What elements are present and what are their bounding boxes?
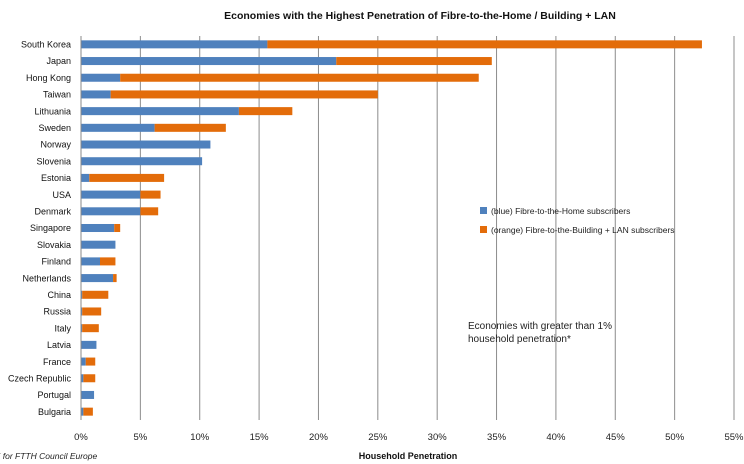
legend: (blue) Fibre-to-the-Home subscribers (or… <box>480 206 675 235</box>
category-label-slovenia: Slovenia <box>36 156 71 166</box>
legend-label-ftth: (blue) Fibre-to-the-Home subscribers <box>491 206 630 216</box>
bar-ftth-france <box>81 357 86 366</box>
bar-ftth-estonia <box>81 173 90 182</box>
bar-fttb-south-korea <box>267 40 702 49</box>
bar-ftth-usa <box>81 190 141 199</box>
x-tick-label: 45% <box>606 432 626 443</box>
bar-ftth-japan <box>81 57 337 66</box>
legend-swatch-fthh <box>480 207 487 214</box>
bar-ftth-taiwan <box>81 90 111 99</box>
category-label-italy: Italy <box>54 323 71 333</box>
bar-ftth-czech-republic <box>81 374 84 383</box>
bar-fttb-finland <box>99 257 116 266</box>
bar-ftth-lithuania <box>81 107 239 116</box>
bar-fttb-denmark <box>140 207 159 216</box>
x-tick-label: 20% <box>309 432 329 443</box>
bar-fttb-taiwan <box>110 90 378 99</box>
category-label-lithuania: Lithuania <box>34 106 71 116</box>
bar-ftth-bulgaria <box>81 407 84 416</box>
category-label-estonia: Estonia <box>41 173 71 183</box>
bar-ftth-russia <box>81 307 83 316</box>
category-label-portugal: Portugal <box>37 390 71 400</box>
bar-ftth-finland <box>81 257 100 266</box>
legend-label-fttb: (orange) Fibre-to-the-Building + LAN sub… <box>491 225 675 235</box>
bar-ftth-denmark <box>81 207 141 216</box>
x-tick-label: 0% <box>74 432 88 443</box>
x-tick-label: 35% <box>487 432 507 443</box>
category-label-usa: USA <box>52 190 71 200</box>
bar-ftth-sweden <box>81 123 155 132</box>
bar-fttb-usa <box>140 190 161 199</box>
bar-fttb-sweden <box>154 123 226 132</box>
category-label-finland: Finland <box>41 257 71 267</box>
bars <box>81 40 702 416</box>
bar-ftth-italy <box>81 324 83 333</box>
bar-ftth-china <box>81 290 83 299</box>
category-label-netherlands: Netherlands <box>22 273 71 283</box>
category-label-taiwan: Taiwan <box>43 90 71 100</box>
annotation: Economies with greater than 1% household… <box>468 321 612 345</box>
bar-fttb-bulgaria <box>83 407 93 416</box>
category-label-slovakia: Slovakia <box>37 240 71 250</box>
source-note: IDATE for FTTH Council Europe <box>0 451 98 461</box>
x-tick-label: 40% <box>546 432 566 443</box>
legend-swatch-fttb <box>480 226 487 233</box>
category-label-china: China <box>47 290 71 300</box>
bar-fttb-lithuania <box>238 107 293 116</box>
annotation-line-1: Economies with greater than 1% <box>468 321 612 332</box>
bar-ftth-netherlands <box>81 274 114 283</box>
bar-ftth-singapore <box>81 223 115 233</box>
bar-ftth-south-korea <box>81 40 268 49</box>
bar-ftth-norway <box>81 140 211 149</box>
category-label-hong-kong: Hong Kong <box>26 73 71 83</box>
x-tick-label: 15% <box>250 432 270 443</box>
x-tick-label: 5% <box>133 432 147 443</box>
category-label-russia: Russia <box>43 307 71 317</box>
bar-fttb-singapore <box>114 223 121 233</box>
category-labels: South Korea Japan Hong Kong Taiwan Lithuania… <box>8 40 72 417</box>
x-tick-label: 50% <box>665 432 685 443</box>
bar-fttb-italy <box>82 324 99 333</box>
bar-fttb-estonia <box>89 173 165 182</box>
chart-title: Economies with the Highest Penetration o… <box>224 10 616 22</box>
bar-fttb-japan <box>336 57 492 66</box>
category-label-singapore: Singapore <box>30 223 71 233</box>
bar-ftth-slovakia <box>81 240 116 249</box>
category-label-latvia: Latvia <box>47 340 71 350</box>
bar-ftth-slovenia <box>81 157 203 166</box>
category-label-sweden: Sweden <box>38 123 71 133</box>
bar-fttb-china <box>82 290 109 299</box>
bar-fttb-russia <box>82 307 102 316</box>
x-tick-label: 55% <box>724 432 744 443</box>
x-tick-label: 10% <box>190 432 210 443</box>
gridlines <box>139 36 735 420</box>
category-label-norway: Norway <box>40 140 71 150</box>
bar-fttb-france <box>85 357 96 366</box>
x-axis-ticks: 0% 5% 10% 15% 20% 25% 30% 35% 40% 45% 50% 55% <box>74 432 744 443</box>
bar-fttb-czech-republic <box>83 374 96 383</box>
bar-fttb-netherlands <box>113 274 117 283</box>
bar-ftth-portugal <box>81 390 95 399</box>
x-tick-label: 30% <box>428 432 448 443</box>
category-label-czech-republic: Czech Republic <box>8 373 72 383</box>
x-tick-label: 25% <box>368 432 388 443</box>
category-label-japan: Japan <box>46 56 71 66</box>
category-label-south-korea: South Korea <box>21 40 71 50</box>
bar-ftth-latvia <box>81 340 97 349</box>
bar-ftth-hong-kong <box>81 73 121 82</box>
annotation-line-2: household penetration* <box>468 334 571 345</box>
x-axis-label: Household Penetration <box>359 451 458 461</box>
category-label-denmark: Denmark <box>34 207 71 217</box>
category-label-france: France <box>43 357 71 367</box>
category-label-bulgaria: Bulgaria <box>38 407 71 417</box>
bar-fttb-hong-kong <box>120 73 479 82</box>
